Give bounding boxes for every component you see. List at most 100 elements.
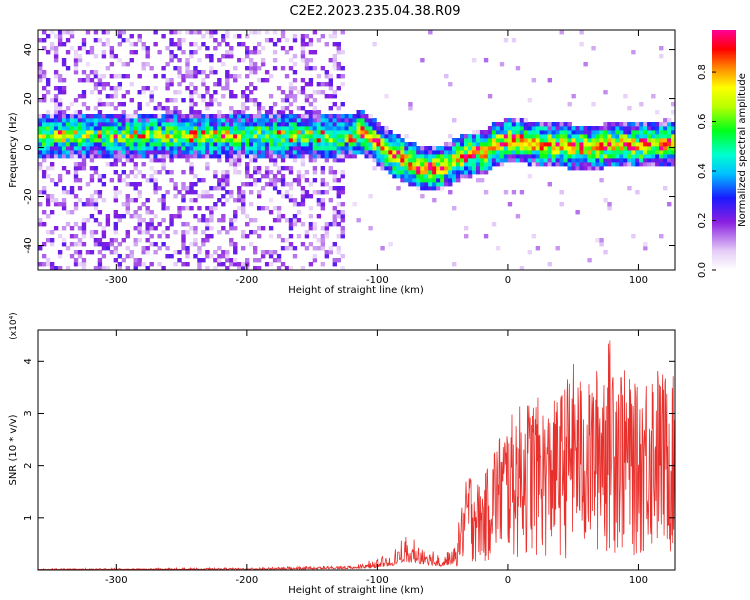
spectrogram-cell bbox=[49, 210, 55, 215]
spectrogram-cell bbox=[205, 126, 210, 131]
spectrogram-cell bbox=[316, 126, 322, 131]
spectrogram-cell bbox=[81, 118, 87, 123]
spectrogram-cell bbox=[249, 150, 254, 155]
spectrogram-cell bbox=[249, 154, 254, 159]
spectrogram-cell bbox=[221, 182, 226, 187]
spectrogram-cell bbox=[201, 194, 206, 199]
spectrogram-cell bbox=[256, 130, 262, 135]
spectrogram-cell bbox=[169, 146, 174, 151]
spectrogram-cell bbox=[276, 114, 282, 119]
spectrogram-cell bbox=[85, 62, 91, 67]
spectrogram-cell bbox=[117, 30, 123, 35]
spectrogram-cell bbox=[460, 142, 465, 147]
spectrogram-cell bbox=[483, 154, 489, 159]
spectrogram-cell bbox=[300, 46, 306, 51]
spectrogram-cell bbox=[460, 146, 465, 151]
spectrogram-cell bbox=[284, 130, 290, 135]
spectrogram-cell bbox=[276, 138, 282, 143]
spectrogram-cell bbox=[292, 214, 298, 219]
spectrogram-cell bbox=[113, 134, 119, 139]
spectrogram-cell bbox=[233, 166, 238, 171]
spectrogram-cell bbox=[97, 122, 103, 127]
spectrogram-cell bbox=[663, 118, 668, 123]
spectrogram-cell bbox=[372, 134, 377, 139]
spectrogram-cell bbox=[300, 34, 306, 39]
spectrogram-cell bbox=[173, 118, 178, 123]
spectrogram-cell bbox=[288, 242, 294, 247]
spectrogram-cell bbox=[336, 150, 341, 155]
spectrogram-cell bbox=[555, 146, 560, 151]
spectrogram-cell bbox=[308, 154, 314, 159]
spectrogram-cell bbox=[336, 146, 341, 151]
spectrogram-cell bbox=[209, 102, 214, 107]
spectrogram-cell bbox=[109, 150, 115, 155]
spectrogram-cell bbox=[65, 114, 71, 119]
spectrogram-cell bbox=[193, 190, 198, 195]
spectrogram-cell bbox=[169, 110, 174, 115]
spectrogram-cell bbox=[292, 94, 298, 99]
spectrogram-cell bbox=[169, 82, 174, 87]
spectrogram-cell bbox=[241, 146, 246, 151]
spectrogram-cell bbox=[531, 150, 537, 155]
spectrogram-cell bbox=[296, 90, 302, 95]
spectrogram-cell bbox=[571, 146, 576, 151]
spectrogram-cell bbox=[38, 126, 43, 131]
spectrogram-cell bbox=[328, 82, 334, 87]
spectrogram-cell bbox=[165, 82, 170, 87]
spectrogram-cell bbox=[276, 142, 282, 147]
spectrogram-cell bbox=[38, 146, 43, 151]
spectrogram-cell bbox=[268, 126, 274, 131]
spectrogram-cell bbox=[627, 142, 632, 147]
spectrogram-cell bbox=[121, 238, 126, 243]
spectrogram-cell bbox=[101, 254, 107, 259]
spectrogram-cell bbox=[145, 50, 150, 55]
spectrogram-cell bbox=[356, 118, 361, 123]
spectrogram-cell bbox=[408, 146, 413, 151]
spectrogram-cell bbox=[237, 58, 242, 63]
spectrogram-cell bbox=[45, 166, 51, 171]
spectrogram-cell bbox=[61, 226, 67, 231]
spectrogram-cell bbox=[252, 218, 258, 223]
spectrogram-cell bbox=[129, 114, 134, 119]
spectrogram-cell bbox=[157, 50, 162, 55]
spectrogram-cell bbox=[97, 238, 103, 243]
spectrogram-cell bbox=[65, 38, 71, 43]
spectrogram-cell bbox=[503, 138, 509, 143]
spectrogram-cell bbox=[185, 118, 190, 123]
spectrogram-cell bbox=[272, 142, 278, 147]
spectrogram-cell bbox=[428, 166, 433, 171]
spectrogram-cell bbox=[161, 142, 166, 147]
spectrogram-cell bbox=[181, 242, 186, 247]
spectrogram-cell bbox=[85, 78, 91, 83]
spectrogram-cell bbox=[233, 210, 238, 215]
spectrogram-cell bbox=[440, 158, 445, 163]
spectrogram-cell bbox=[344, 130, 349, 135]
spectrogram-cell bbox=[81, 258, 87, 263]
spectrogram-cell bbox=[233, 114, 238, 119]
spectrogram-cell bbox=[113, 106, 119, 111]
spectrogram-cell bbox=[229, 150, 234, 155]
spectrogram-cell bbox=[420, 182, 425, 187]
spectrogram-cell bbox=[229, 242, 234, 247]
spectrogram-cell bbox=[173, 66, 178, 71]
spectrogram-cell bbox=[125, 146, 130, 151]
spectrogram-cell bbox=[197, 178, 202, 183]
spectrogram-cell bbox=[268, 254, 274, 259]
spectrogram-cell bbox=[456, 174, 461, 179]
spectrogram-cell bbox=[129, 126, 134, 131]
spectrogram-cell bbox=[320, 150, 326, 155]
spectrogram-cell bbox=[284, 134, 290, 139]
spectrogram-cell bbox=[404, 154, 409, 159]
spectrogram-cell bbox=[165, 130, 170, 135]
spectrogram-cell bbox=[237, 138, 242, 143]
spectrogram-cell bbox=[555, 138, 560, 143]
spectrogram-cell bbox=[663, 122, 668, 127]
spectrogram-cell bbox=[73, 146, 79, 151]
spectrogram-cell bbox=[85, 250, 91, 255]
spectrogram-cell bbox=[280, 30, 286, 35]
spectrogram-cell bbox=[229, 90, 234, 95]
spectrogram-cell bbox=[535, 246, 541, 251]
spectrogram-cell bbox=[197, 58, 202, 63]
spectrogram-cell bbox=[189, 98, 194, 103]
spectrogram-cell bbox=[133, 114, 138, 119]
